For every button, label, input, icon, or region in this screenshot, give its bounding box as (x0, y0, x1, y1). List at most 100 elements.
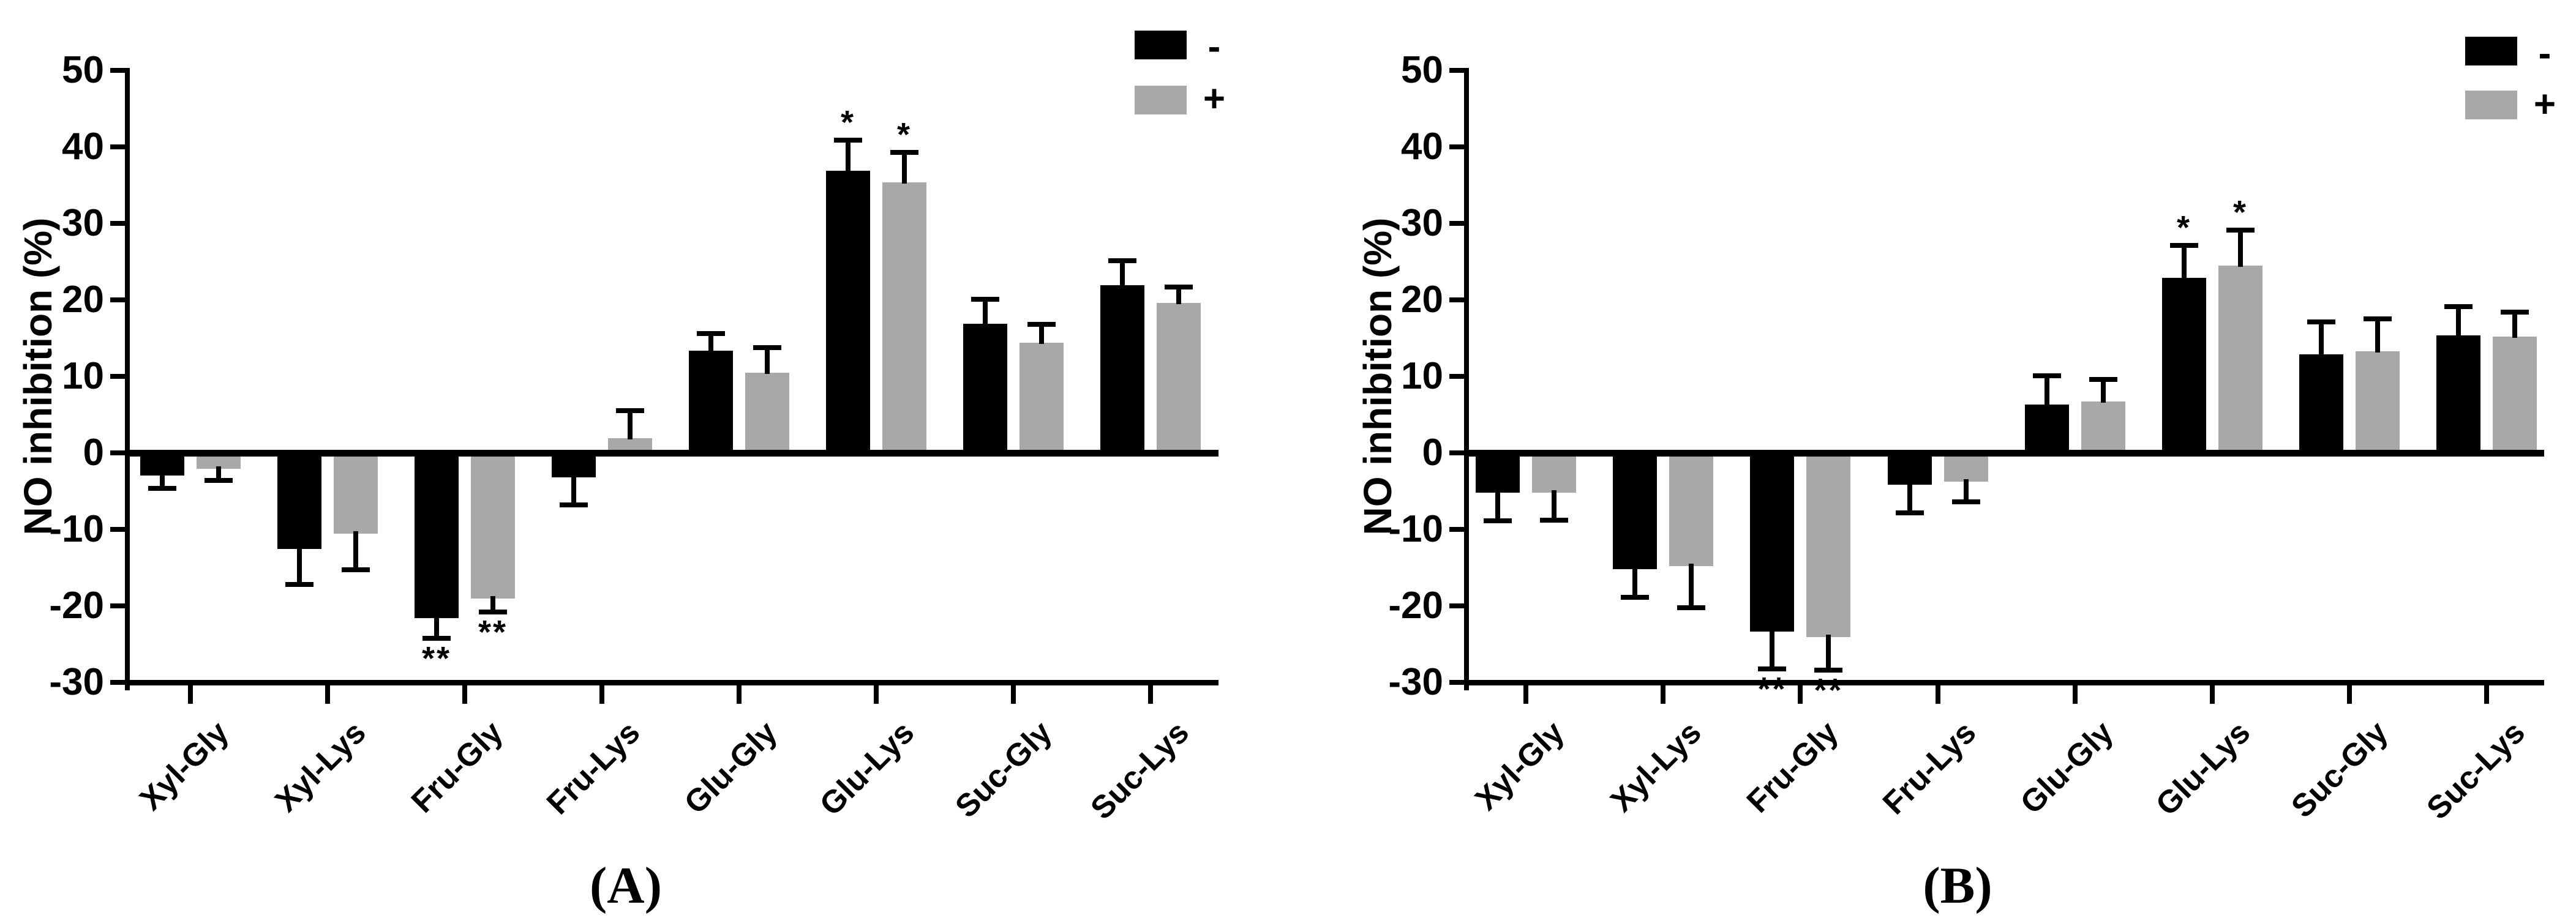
error-bar-stem (1120, 261, 1125, 287)
y-tick-label: -30 (49, 661, 104, 703)
error-bar-cap (616, 408, 644, 414)
x-tick (2484, 685, 2490, 704)
y-tick-label: -20 (1388, 584, 1443, 627)
bar-plus-Glu-Gly (745, 372, 789, 454)
error-bar-stem (1039, 324, 1044, 344)
y-tick (1449, 527, 1469, 532)
error-bar-cap (2444, 304, 2473, 310)
x-tick (2072, 685, 2078, 704)
x-axis-line (125, 680, 1219, 685)
x-tick (599, 685, 604, 704)
bar-minus-Xyl-Lys (1613, 453, 1658, 569)
error-bar-stem (2238, 230, 2243, 267)
error-bar-cap (890, 149, 918, 155)
error-bar-cap (342, 567, 370, 573)
x-tick (1798, 685, 1803, 704)
category-label-text: Xyl-Gly (1468, 714, 1571, 818)
error-bar-cap (1814, 668, 1843, 673)
error-bar-cap (1951, 499, 1980, 504)
category-label-text: Suc-Lys (2420, 714, 2533, 827)
category-label-text: Xyl-Lys (1604, 714, 1708, 819)
y-tick-label: 50 (1401, 49, 1443, 91)
error-bar-stem (490, 596, 495, 612)
error-bar-stem (628, 411, 633, 440)
error-bar-cap (560, 502, 588, 507)
panel-caption-B: (B) (1923, 857, 1992, 914)
y-tick-label: 30 (62, 202, 104, 244)
error-bar-stem (1176, 286, 1181, 304)
y-tick-label: -10 (1388, 508, 1443, 550)
bar-minus-Glu-Lys (2162, 277, 2206, 454)
legend-label-plus: + (2533, 83, 2556, 125)
error-bar-stem (1770, 629, 1775, 669)
error-bar-stem (216, 466, 221, 480)
error-bar-cap (2089, 377, 2117, 382)
error-bar-cap (2307, 319, 2336, 325)
error-bar-cap (753, 345, 781, 350)
bar-plus-Suc-Gly (2356, 351, 2400, 454)
error-bar-cap (1027, 322, 1056, 327)
significance-marker: * (2232, 194, 2248, 231)
bar-minus-Xyl-Gly (1476, 453, 1520, 493)
error-bar-cap (148, 485, 176, 491)
error-bar-cap (2032, 373, 2061, 378)
legend-label-minus: - (2538, 32, 2552, 75)
error-bar-stem (2375, 319, 2381, 353)
error-bar-cap (1677, 605, 1706, 610)
category-label-text: Glu-Lys (2149, 714, 2258, 823)
legend-label-plus: + (1203, 78, 1226, 120)
x-tick (462, 685, 467, 704)
y-tick-label: 40 (1401, 125, 1443, 168)
zero-line (125, 450, 1219, 457)
error-bar-cap (2501, 310, 2529, 315)
error-bar-stem (1907, 482, 1912, 513)
legend-swatch-minus (1135, 31, 1187, 59)
error-bar-stem (2512, 312, 2518, 338)
y-tick (1449, 680, 1469, 685)
error-bar-stem (1632, 566, 1638, 598)
bar-minus-Suc-Gly (2299, 354, 2344, 454)
legend-swatch-plus (1135, 86, 1187, 114)
error-bar-stem (434, 615, 439, 638)
bar-minus-Fru-Gly (415, 453, 459, 618)
y-tick (1449, 144, 1469, 149)
error-bar-stem (353, 531, 358, 570)
significance-marker: * (896, 116, 912, 153)
error-bar-cap (1895, 510, 1924, 515)
y-tick-label: 0 (83, 431, 104, 474)
y-tick (110, 68, 130, 73)
x-tick (2210, 685, 2215, 704)
error-bar-cap (285, 582, 314, 587)
bar-plus-Xyl-Lys (334, 453, 378, 534)
x-tick (188, 685, 193, 704)
category-label-text: Glu-Gly (2013, 714, 2120, 821)
error-bar-cap (1540, 518, 1568, 523)
zero-line (1464, 450, 2544, 457)
x-tick (2347, 685, 2353, 704)
y-tick-label: 10 (1401, 355, 1443, 397)
category-label-text: Fru-Lys (1876, 714, 1983, 822)
bar-minus-Suc-Lys (1100, 285, 1144, 454)
error-bar-cap (479, 610, 507, 614)
y-tick-label: 0 (1422, 431, 1443, 474)
error-bar-stem (846, 140, 851, 172)
y-tick-label: -30 (1388, 661, 1443, 703)
bar-minus-Suc-Lys (2436, 335, 2481, 454)
bar-plus-Fru-Gly (471, 453, 515, 599)
legend-label-minus: - (1207, 26, 1221, 68)
error-bar-cap (1108, 258, 1136, 264)
x-tick (1011, 685, 1016, 704)
error-bar-cap (2170, 243, 2198, 248)
y-tick-label: 20 (62, 278, 104, 321)
y-tick (110, 450, 130, 455)
y-tick (1449, 374, 1469, 379)
x-axis-line (1464, 680, 2544, 685)
y-tick (1449, 221, 1469, 226)
bar-plus-Suc-Lys (1157, 303, 1201, 454)
significance-marker: ** (1757, 670, 1787, 707)
y-tick (110, 374, 130, 379)
category-label-text: Fru-Gly (1740, 714, 1846, 820)
